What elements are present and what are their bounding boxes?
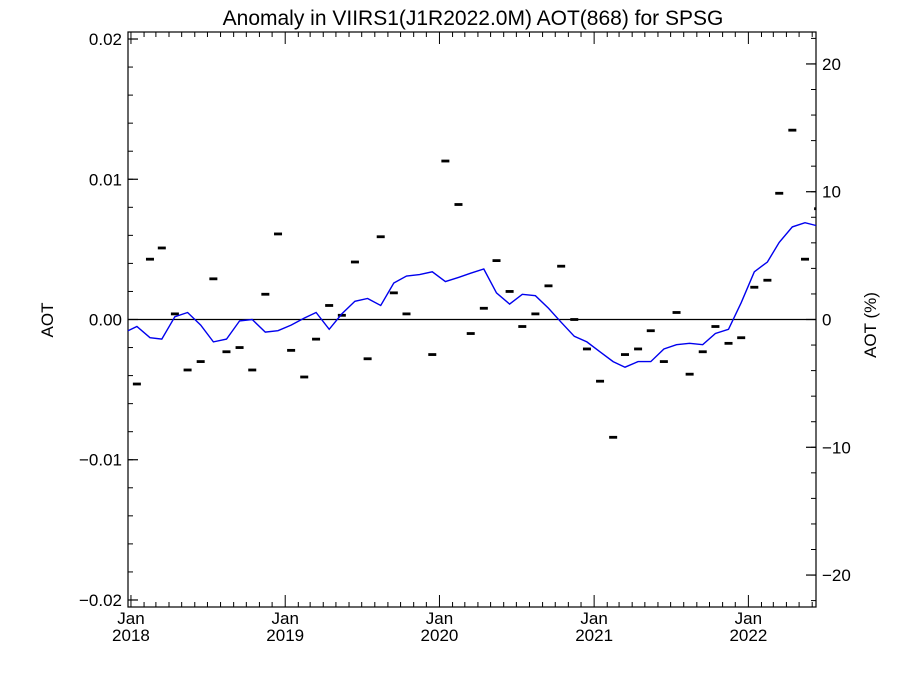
data-marker xyxy=(157,246,166,250)
data-marker xyxy=(609,435,618,439)
data-marker xyxy=(325,304,334,307)
data-marker xyxy=(454,203,463,206)
y-axis-label: AOT xyxy=(38,303,57,338)
data-marker xyxy=(466,332,475,335)
y-tick-label: 0.00 xyxy=(89,311,122,330)
y2-tick-label: −20 xyxy=(822,566,851,585)
data-marker xyxy=(814,207,816,211)
data-marker xyxy=(788,128,797,132)
data-marker xyxy=(620,353,629,356)
x-tick-month: Jan xyxy=(580,609,607,628)
bottom-axis xyxy=(130,32,813,607)
data-marker xyxy=(685,372,694,376)
data-marker xyxy=(170,312,179,316)
y2-tick-label: 0 xyxy=(822,311,831,330)
x-tick-year: 2018 xyxy=(112,626,150,645)
y2-tick-label: 20 xyxy=(822,55,841,74)
tick-labels: 0.020.010.00−0.01−0.0220100−10−20Jan2018… xyxy=(79,30,851,645)
y-tick-label: 0.02 xyxy=(89,30,122,49)
data-marker xyxy=(287,348,296,352)
x-tick-month: Jan xyxy=(426,609,453,628)
data-marker xyxy=(724,341,733,345)
data-marker xyxy=(235,346,244,349)
data-marker xyxy=(557,264,566,268)
data-marker xyxy=(183,368,192,372)
data-marker xyxy=(672,311,681,314)
data-marker xyxy=(312,337,321,341)
data-marker xyxy=(402,312,411,316)
data-marker xyxy=(518,325,527,328)
y-tick-label: −0.01 xyxy=(79,451,122,470)
data-marker xyxy=(261,292,270,296)
dash-markers xyxy=(128,128,816,439)
data-marker xyxy=(248,368,257,372)
y-tick-label: −0.02 xyxy=(79,591,122,610)
data-marker xyxy=(132,382,141,386)
data-marker xyxy=(492,259,501,262)
data-marker xyxy=(711,325,720,328)
data-marker xyxy=(582,347,591,351)
data-marker xyxy=(544,284,553,288)
data-marker xyxy=(196,360,205,363)
left-axis xyxy=(128,38,138,601)
data-marker xyxy=(801,257,810,261)
y2-axis-label: AOT (%) xyxy=(861,292,880,358)
x-tick-year: 2021 xyxy=(575,626,613,645)
data-marker xyxy=(750,285,759,289)
y2-tick-label: −10 xyxy=(822,438,851,457)
data-marker xyxy=(389,291,398,295)
y2-tick-label: 10 xyxy=(822,183,841,202)
data-marker xyxy=(145,257,154,261)
data-marker xyxy=(428,353,437,356)
x-tick-month: Jan xyxy=(735,609,762,628)
x-tick-month: Jan xyxy=(271,609,298,628)
data-marker xyxy=(300,375,309,379)
chart-title: Anomaly in VIIRS1(J1R2022.0M) AOT(868) f… xyxy=(223,7,724,30)
data-marker xyxy=(775,191,784,195)
data-marker xyxy=(505,290,514,293)
data-marker xyxy=(646,329,655,333)
data-marker xyxy=(479,306,488,310)
data-marker xyxy=(531,312,540,316)
data-marker xyxy=(737,336,746,340)
data-marker xyxy=(376,235,385,239)
data-marker xyxy=(763,278,772,282)
y-tick-label: 0.01 xyxy=(89,170,122,189)
smoothed-series-line xyxy=(127,221,817,368)
data-marker xyxy=(634,347,643,351)
x-tick-year: 2022 xyxy=(729,626,767,645)
data-marker xyxy=(363,357,372,361)
data-marker xyxy=(596,379,605,383)
data-marker xyxy=(659,360,668,363)
data-marker xyxy=(441,159,450,163)
data-marker xyxy=(350,260,359,264)
data-marker xyxy=(209,277,218,281)
x-tick-year: 2020 xyxy=(421,626,459,645)
data-marker xyxy=(274,232,283,236)
data-marker xyxy=(222,350,231,354)
data-marker xyxy=(337,313,346,317)
x-tick-month: Jan xyxy=(117,609,144,628)
data-marker xyxy=(698,350,707,354)
data-marker xyxy=(570,318,579,321)
x-tick-year: 2019 xyxy=(266,626,304,645)
